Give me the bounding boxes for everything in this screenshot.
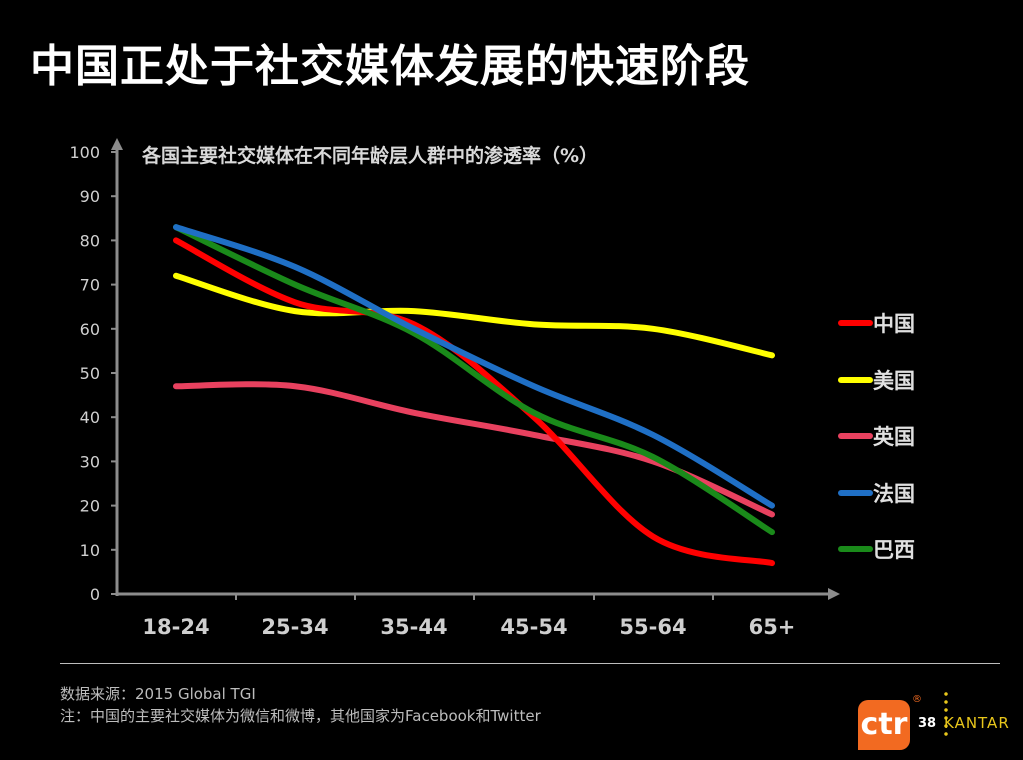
- x-tick-label: 18-24: [142, 615, 209, 639]
- y-tick-label: 90: [80, 187, 100, 206]
- y-tick-label: 50: [80, 364, 100, 383]
- y-tick-label: 20: [80, 497, 100, 516]
- y-tick-label: 70: [80, 276, 100, 295]
- registered-mark-icon: ®: [912, 694, 922, 705]
- legend-label: 美国: [873, 369, 915, 393]
- x-tick-label: 25-34: [261, 615, 328, 639]
- kantar-dots-icon: [944, 690, 948, 738]
- x-tick-label: 65+: [749, 615, 796, 639]
- y-tick-label: 100: [69, 143, 100, 162]
- x-tick-label: 45-54: [500, 615, 567, 639]
- series-line: [173, 272, 775, 359]
- series-line: [173, 224, 775, 509]
- legend-label: 巴西: [873, 538, 915, 562]
- y-ticks: 0 10 20 30 40 50 60 70 80 90 100: [69, 143, 117, 604]
- series-lines: [173, 224, 775, 567]
- slide-title: 中国正处于社交媒体发展的快速阶段: [30, 41, 750, 92]
- y-tick-label: 40: [80, 408, 100, 427]
- x-tick-label: 35-44: [380, 615, 447, 639]
- y-tick-label: 80: [80, 231, 100, 250]
- x-axis: [117, 588, 840, 600]
- y-tick-label: 60: [80, 320, 100, 339]
- x-tick-label: 55-64: [619, 615, 686, 639]
- y-tick-label: 30: [80, 452, 100, 471]
- footer-divider: [60, 663, 1000, 664]
- series-line: [173, 224, 775, 536]
- line-chart: 0 10 20 30 40 50 60 70 80 90 100 18-24 25-34 35-44 45…: [69, 138, 915, 639]
- chart-title: 各国主要社交媒体在不同年龄层人群中的渗透率（%）: [141, 144, 598, 167]
- legend-label: 法国: [873, 482, 915, 506]
- footnote: 注：中国的主要社交媒体为微信和微博，其他国家为Facebook和Twitter: [60, 707, 541, 725]
- kantar-logo: KANTAR: [944, 714, 1010, 732]
- legend-label: 中国: [873, 312, 915, 336]
- y-tick-label: 0: [90, 585, 100, 604]
- data-source-note: 数据来源：2015 Global TGI: [60, 685, 256, 703]
- x-ticks: 18-24 25-34 35-44 45-54 55-64 65+: [142, 594, 795, 639]
- y-axis: [111, 138, 123, 596]
- y-tick-label: 10: [80, 541, 100, 560]
- ctr-logo: ctr: [858, 700, 910, 750]
- legend-label: 英国: [873, 425, 915, 449]
- series-line: [173, 237, 775, 567]
- page-number: 38: [918, 716, 937, 731]
